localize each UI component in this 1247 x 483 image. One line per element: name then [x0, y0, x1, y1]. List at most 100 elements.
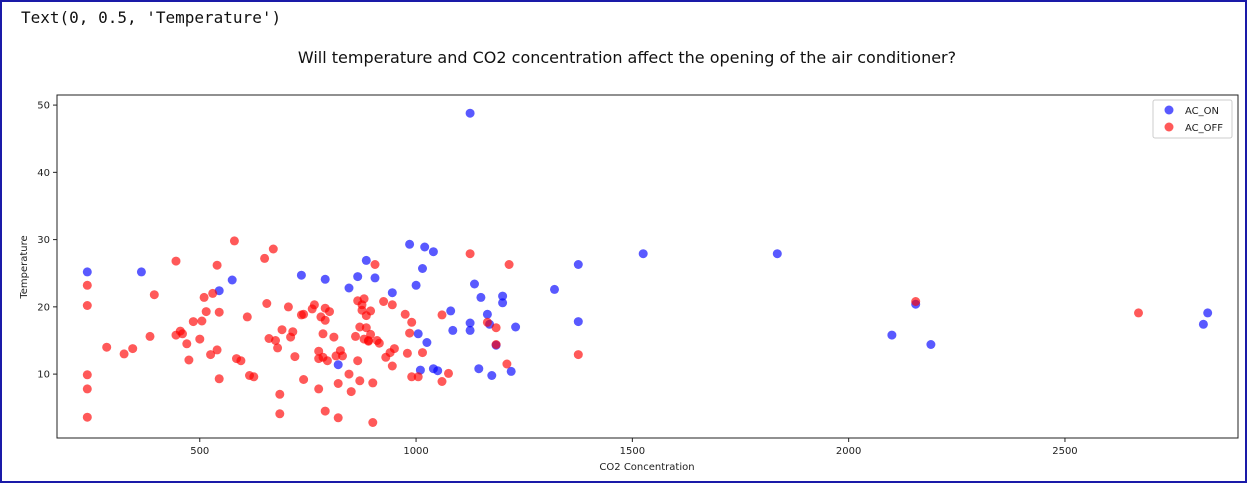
- point-ac-on: [446, 306, 456, 316]
- point-ac-off: [145, 331, 155, 341]
- point-ac-on: [573, 317, 583, 327]
- point-ac-on: [498, 291, 508, 301]
- point-ac-on: [465, 325, 475, 335]
- point-ac-off: [82, 370, 92, 380]
- point-ac-on: [418, 264, 427, 273]
- point-ac-off: [309, 300, 319, 310]
- point-ac-off: [197, 316, 207, 326]
- point-ac-on: [411, 280, 421, 290]
- point-ac-off: [407, 317, 417, 327]
- point-ac-on: [370, 273, 380, 283]
- y-tick-label: 10: [37, 370, 50, 381]
- point-ac-off: [346, 387, 356, 397]
- point-ac-off: [379, 297, 389, 306]
- chart-title: Will temperature and CO2 concentration a…: [298, 48, 956, 67]
- point-ac-off: [370, 260, 380, 269]
- legend: AC_ON AC_OFF: [1152, 99, 1233, 139]
- point-ac-off: [299, 309, 309, 319]
- point-ac-off: [299, 375, 309, 384]
- point-ac-off: [283, 302, 293, 312]
- point-ac-off: [325, 307, 334, 317]
- point-ac-on: [511, 322, 521, 332]
- point-ac-off: [214, 307, 224, 317]
- x-tick-label: 1000: [403, 446, 428, 457]
- point-ac-on: [387, 288, 397, 298]
- x-tick-label: 2500: [1052, 446, 1077, 457]
- point-ac-off: [212, 260, 222, 270]
- point-ac-off: [268, 244, 278, 254]
- point-ac-off: [333, 413, 343, 423]
- point-ac-off: [491, 340, 501, 349]
- point-ac-on: [320, 274, 330, 284]
- point-ac-off: [491, 323, 501, 333]
- point-ac-on: [506, 366, 516, 376]
- point-ac-off: [368, 378, 378, 388]
- point-ac-on: [474, 364, 484, 374]
- point-ac-on: [405, 239, 415, 249]
- point-ac-off: [262, 299, 272, 308]
- point-ac-off: [361, 323, 371, 333]
- point-ac-off: [413, 372, 423, 382]
- point-ac-off: [82, 280, 92, 290]
- point-ac-on: [476, 292, 486, 302]
- point-ac-off: [374, 338, 384, 348]
- y-tick-label: 40: [37, 168, 50, 179]
- x-tick-label: 500: [190, 446, 209, 457]
- point-ac-on: [550, 284, 559, 294]
- point-ac-off: [353, 356, 363, 366]
- legend-label-ac-on: AC_ON: [1185, 106, 1219, 117]
- point-ac-on: [1198, 319, 1208, 329]
- point-ac-off: [329, 332, 339, 342]
- point-ac-off: [911, 297, 921, 306]
- point-ac-off: [182, 339, 192, 349]
- point-ac-on: [227, 275, 237, 285]
- point-ac-off: [389, 344, 399, 354]
- point-ac-on: [887, 330, 897, 340]
- point-ac-on: [482, 309, 492, 319]
- point-ac-off: [502, 359, 512, 369]
- point-ac-on: [82, 267, 92, 277]
- point-ac-off: [82, 412, 92, 422]
- point-ac-on: [470, 279, 479, 289]
- point-ac-off: [82, 301, 92, 310]
- point-ac-off: [178, 329, 187, 339]
- point-ac-off: [351, 331, 360, 341]
- point-ac-off: [1134, 308, 1143, 318]
- point-ac-off: [482, 317, 492, 327]
- point-ac-off: [229, 236, 239, 246]
- y-tick-label: 30: [37, 235, 50, 246]
- point-ac-on: [573, 260, 583, 269]
- point-ac-off: [359, 294, 369, 304]
- point-ac-on: [361, 255, 371, 265]
- x-tick-label: 2000: [836, 446, 861, 457]
- point-ac-on: [422, 338, 432, 347]
- point-ac-off: [206, 350, 216, 360]
- point-ac-off: [405, 328, 415, 338]
- point-ac-off: [387, 300, 397, 310]
- point-ac-off: [249, 372, 259, 382]
- point-ac-on: [448, 325, 458, 335]
- x-axis-ticks: 500 1000 1500 2000 2500: [190, 438, 1078, 457]
- point-ac-on: [428, 247, 438, 257]
- point-ac-off: [149, 290, 159, 300]
- point-ac-off: [444, 368, 453, 378]
- point-ac-on: [638, 249, 648, 259]
- point-ac-off: [437, 310, 447, 320]
- point-ac-on: [465, 108, 475, 118]
- point-ac-on: [296, 270, 306, 280]
- point-ac-off: [199, 292, 209, 302]
- y-tick-label: 20: [37, 302, 50, 313]
- point-ac-on: [465, 318, 475, 328]
- point-ac-off: [418, 348, 427, 358]
- point-ac-off: [208, 288, 218, 298]
- point-ac-off: [333, 379, 343, 388]
- point-ac-off: [290, 352, 300, 362]
- point-ac-off: [400, 309, 410, 319]
- points-layer: [82, 108, 1213, 427]
- y-axis-ticks: 10 20 30 40 50: [37, 101, 57, 381]
- legend-label-ac-off: AC_OFF: [1185, 123, 1223, 134]
- plot-area-frame: [56, 94, 1239, 439]
- point-ac-on: [333, 360, 343, 370]
- point-ac-off: [102, 342, 112, 352]
